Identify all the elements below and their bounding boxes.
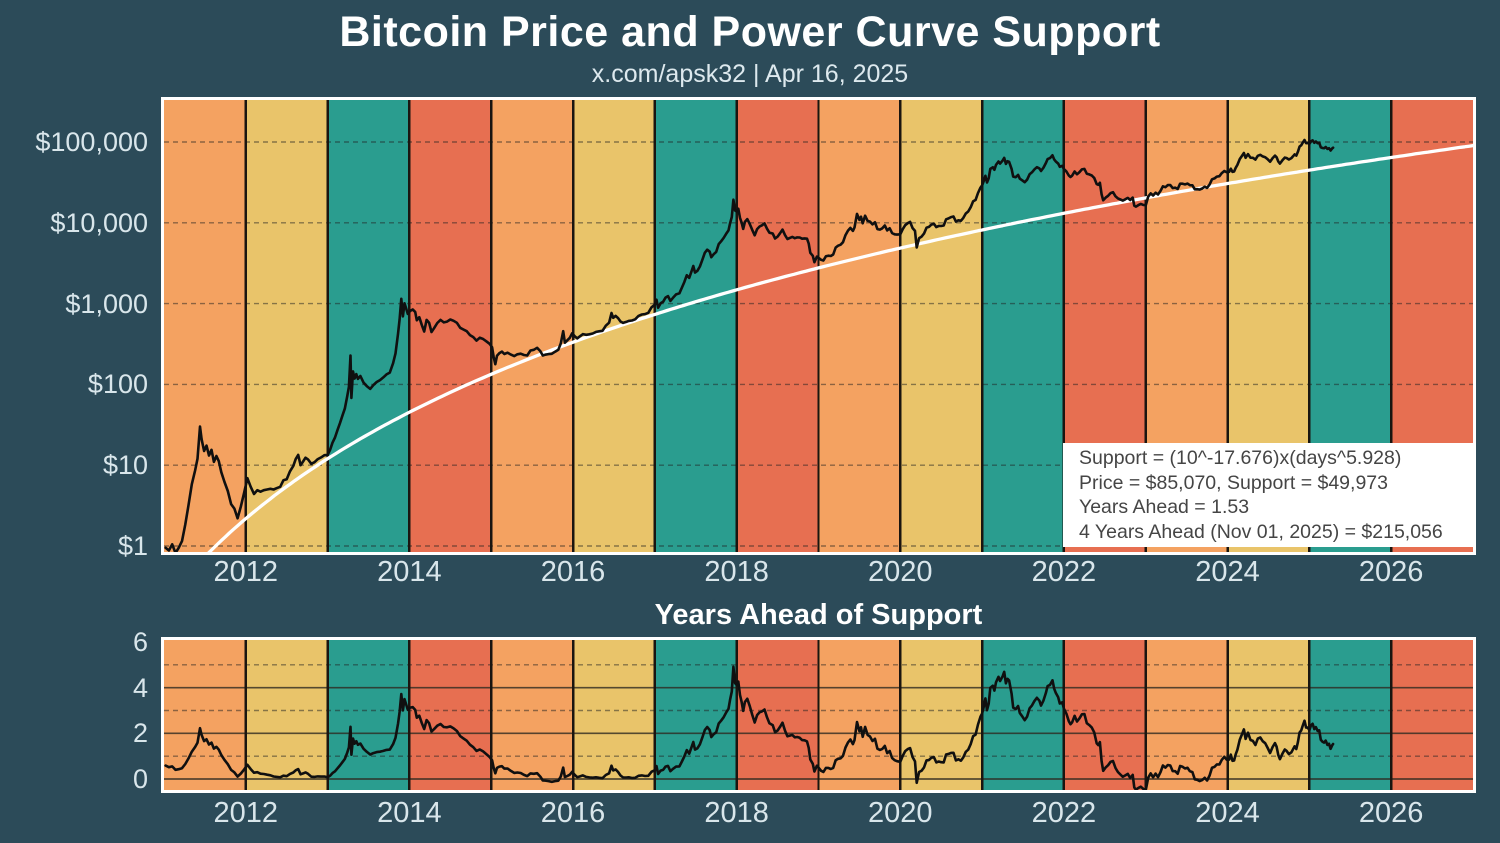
year-band — [1227, 640, 1310, 790]
years-ahead-x-tick-label: 2026 — [1358, 797, 1424, 829]
price-y-tick-label: $100,000 — [35, 127, 148, 157]
year-band — [982, 640, 1065, 790]
years-ahead-y-tick-label: 0 — [132, 764, 148, 794]
year-band — [900, 640, 983, 790]
year-band — [900, 100, 983, 552]
page-title: Bitcoin Price and Power Curve Support — [339, 8, 1161, 56]
price-x-tick-label: 2026 — [1358, 556, 1424, 588]
year-band — [736, 640, 819, 790]
years-ahead-title: Years Ahead of Support — [654, 599, 983, 631]
year-band — [982, 100, 1065, 552]
years-ahead-plot — [161, 637, 1476, 793]
years-ahead-x-tick-label: 2018 — [704, 797, 769, 829]
year-band — [818, 640, 901, 790]
price-y-tick-label: $10 — [102, 450, 148, 481]
years-ahead-x-tick-label: 2020 — [868, 797, 933, 829]
annotation-years-ahead: Years Ahead = 1.53 — [1079, 496, 1250, 519]
years-ahead-x-tick-label: 2024 — [1195, 797, 1260, 829]
year-band — [164, 640, 247, 790]
price-chart-plot: Support = (10^-17.676)x(days^5.928) Pric… — [161, 97, 1476, 555]
year-band — [736, 100, 819, 552]
support-annotation: Support = (10^-17.676)x(days^5.928) Pric… — [1063, 443, 1473, 547]
price-y-tick-label: $1,000 — [65, 288, 148, 319]
price-x-tick-label: 2016 — [540, 556, 606, 588]
years-ahead-line — [164, 665, 1335, 790]
year-band — [327, 640, 410, 790]
support-curve-line — [207, 143, 1473, 552]
year-band — [654, 100, 738, 552]
price-x-tick-label: 2014 — [377, 556, 442, 588]
year-band — [491, 640, 574, 790]
price-x-tick-label: 2018 — [704, 556, 769, 588]
annotation-price-support: Price = $85,070, Support = $49,973 — [1079, 471, 1388, 494]
year-band — [164, 100, 247, 552]
price-y-tick-label: $100 — [87, 369, 148, 400]
year-band — [245, 640, 329, 790]
year-band — [818, 100, 901, 552]
price-y-tick-label: $10,000 — [50, 207, 148, 238]
year-band — [1391, 640, 1473, 790]
year-band — [245, 100, 329, 552]
year-band — [327, 100, 410, 552]
years-ahead-x-tick-label: 2022 — [1031, 797, 1097, 829]
years-ahead-y-tick-label: 2 — [132, 718, 148, 749]
page-subtitle: x.com/apsk32 | Apr 16, 2025 — [591, 60, 909, 88]
price-x-tick-label: 2024 — [1195, 556, 1260, 588]
price-x-tick-label: 2012 — [213, 556, 279, 588]
years-ahead-x-tick-label: 2012 — [213, 797, 279, 829]
year-band — [409, 640, 492, 790]
years-ahead-y-tick-label: 4 — [132, 672, 148, 703]
year-band — [1145, 640, 1229, 790]
years-ahead-x-tick-label: 2014 — [377, 797, 442, 829]
annotation-four-years-ahead: 4 Years Ahead (Nov 01, 2025) = $215,056 — [1079, 520, 1443, 543]
year-band — [573, 640, 656, 790]
year-band — [491, 100, 574, 552]
price-y-tick-label: $1 — [117, 531, 148, 561]
year-band — [1309, 640, 1392, 790]
years-ahead-y-tick-label: 6 — [132, 627, 148, 657]
annotation-formula: Support = (10^-17.676)x(days^5.928) — [1079, 447, 1402, 469]
btc-price-line — [164, 138, 1335, 552]
years-ahead-canvas — [164, 640, 1473, 790]
years-ahead-x-tick-label: 2016 — [540, 797, 606, 829]
price-x-tick-label: 2022 — [1031, 556, 1097, 588]
price-x-tick-label: 2020 — [868, 556, 933, 588]
